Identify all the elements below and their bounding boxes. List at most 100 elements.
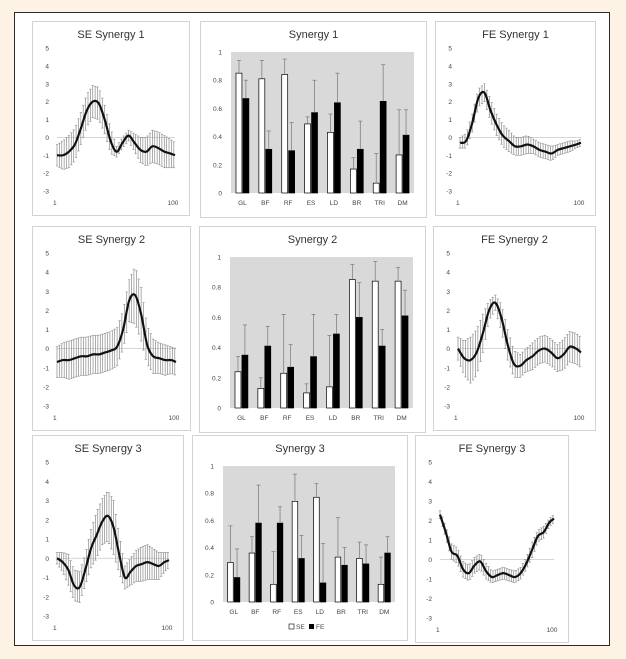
fe-bar [384,552,391,603]
x-tick-label: 100 [547,627,558,634]
category-label: LD [329,415,338,422]
se-bar [280,372,288,409]
y-tick-label: 1 [446,327,450,334]
y-tick-label: 0 [218,191,222,198]
se-bar [270,583,277,603]
x-tick-label: 1 [53,415,57,422]
y-tick-label: 0 [45,135,49,142]
fe-bar [341,564,348,603]
y-tick-label: 5 [448,46,452,53]
chart-svg: SE Synergy 2 5 4 3 2 1 0 -1 -2 -3 1 100 [43,234,180,422]
y-tick-label: -1 [43,365,49,372]
y-tick-label: 4 [45,270,49,277]
x-tick-label: 100 [168,200,179,207]
fe-bar [241,354,249,409]
x-tick-label: 100 [574,415,585,422]
y-tick-label: 4 [446,270,450,277]
y-tick-label: 4 [428,479,432,486]
fe-synergy-3-chart: FE Synergy 3 5 4 3 2 1 0 -1 -2 -3 1 100 [415,435,569,643]
category-label: GL [229,609,238,616]
y-tick-label: -2 [43,171,49,178]
se-bar [281,74,289,194]
y-tick-label: -3 [43,189,49,196]
y-tick-label: 0 [45,556,49,563]
category-label: RF [272,609,281,616]
se-synergy-2-chart: SE Synergy 2 5 4 3 2 1 0 -1 -2 -3 1 100 [32,226,191,431]
fe-bar [378,345,386,409]
fe-bar [276,522,284,603]
fe-bar [402,134,410,194]
y-tick-label: 1 [45,117,49,124]
y-tick-label: 3 [45,81,49,88]
category-label: ES [294,609,303,616]
plot-area [230,257,413,408]
se-bar [395,154,403,194]
chart-title: Synergy 2 [288,234,338,246]
y-tick-label: -3 [444,404,450,411]
y-tick-label: -1 [426,577,432,584]
y-tick-label: 1 [448,117,452,124]
chart-title: FE Synergy 2 [481,234,548,246]
chart-svg: FE Synergy 2 5 4 3 2 1 0 -1 -2 -3 1 100 [444,234,585,422]
chart-title: FE Synergy 3 [459,443,526,455]
y-tick-label: 1 [45,327,49,334]
chart-svg: FE Synergy 3 5 4 3 2 1 0 -1 -2 -3 1 100 [426,443,558,634]
y-tick-label: 2 [448,99,452,106]
y-tick-label: -2 [444,384,450,391]
plot-area [231,52,414,193]
y-tick-label: 0 [448,135,452,142]
fe-bar [319,582,327,603]
y-tick-label: -3 [43,614,49,621]
y-tick-label: -2 [446,171,452,178]
legend-swatch-fe [309,624,314,629]
se-bar [313,496,320,603]
y-tick-label: 5 [45,251,49,258]
y-tick-label: 0 [210,600,214,607]
chart-title: Synergy 1 [289,29,339,41]
fe-bar [310,356,317,409]
fe-bar [255,522,262,603]
x-tick-label: 100 [169,415,180,422]
y-tick-label: 0.2 [212,375,221,382]
y-tick-label: 3 [446,289,450,296]
y-tick-label: 3 [448,81,452,88]
y-tick-label: 0.4 [205,545,214,552]
se-bar [326,386,333,409]
fe-bar [355,317,363,409]
y-tick-label: 4 [45,479,49,486]
legend-label: FE [316,624,325,631]
y-tick-label: 0.2 [205,572,214,579]
fe-bar [362,563,370,603]
se-bar [394,280,402,409]
category-label: DM [398,200,408,207]
category-label: TRI [374,200,385,207]
x-tick-label: 100 [162,625,173,632]
y-tick-label: 1 [45,537,49,544]
se-synergy-1-chart: SE Synergy 1 5 4 3 2 1 0 -1 -2 -3 1 100 [32,21,190,216]
y-tick-label: 5 [45,46,49,53]
legend-swatch-se [288,623,295,630]
y-tick-label: 1 [210,464,214,471]
y-tick-label: 0.6 [213,106,222,113]
se-bar [350,168,357,194]
category-label: BF [260,415,268,422]
fe-bar [379,100,387,194]
y-tick-label: 0.6 [212,315,221,322]
y-tick-label: 3 [428,499,432,506]
y-tick-label: 0.8 [213,78,222,85]
y-tick-label: 0.2 [213,162,222,169]
y-tick-label: 4 [45,63,49,70]
category-label: ES [307,200,316,207]
fe-bar [264,345,272,409]
legend-label: SE [296,624,305,631]
fe-bar [401,315,409,409]
se-bar [304,123,311,194]
category-label: RF [284,200,293,207]
chart-svg: Synergy 1 1 0.8 0.6 0.4 0.2 0 GL BF RF ES LD BR TRI DM [213,29,414,207]
category-label: BR [351,415,360,422]
y-tick-label: 5 [446,251,450,258]
se-bar [372,182,380,194]
chart-title: SE Synergy 1 [77,29,144,41]
y-tick-label: -2 [426,596,432,603]
